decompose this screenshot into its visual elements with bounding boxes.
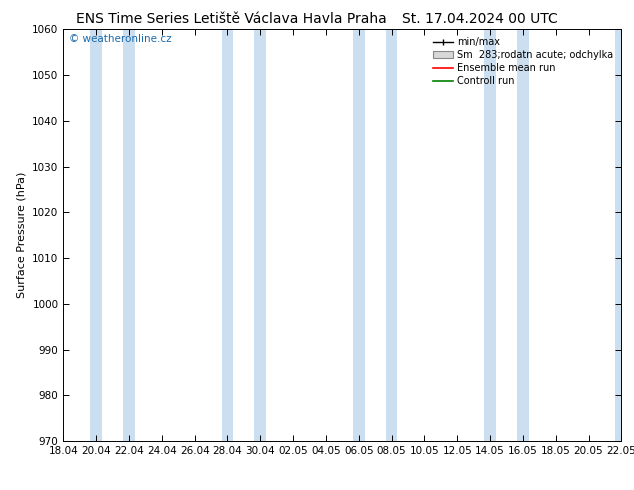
Legend: min/max, Sm  283;rodatn acute; odchylka, Ensemble mean run, Controll run: min/max, Sm 283;rodatn acute; odchylka, … [430, 34, 616, 89]
Bar [484, 29, 496, 441]
Text: © weatheronline.cz: © weatheronline.cz [69, 33, 172, 44]
Bar [517, 29, 529, 441]
Text: St. 17.04.2024 00 UTC: St. 17.04.2024 00 UTC [402, 12, 558, 26]
Text: ENS Time Series Letiště Václava Havla Praha: ENS Time Series Letiště Václava Havla Pr… [76, 12, 387, 26]
Bar [385, 29, 398, 441]
Bar [90, 29, 102, 441]
Bar [222, 29, 233, 441]
Y-axis label: Surface Pressure (hPa): Surface Pressure (hPa) [16, 172, 27, 298]
Bar [123, 29, 135, 441]
Bar [616, 29, 627, 441]
Bar [254, 29, 266, 441]
Bar [353, 29, 365, 441]
